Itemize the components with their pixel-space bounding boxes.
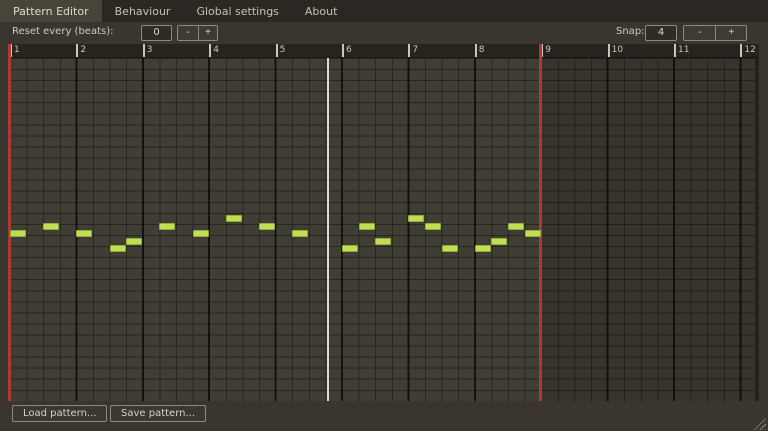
snap-label: Snap:: [616, 26, 645, 37]
inactive-region: [541, 58, 755, 401]
note[interactable]: [375, 237, 392, 245]
ruler-beat-tick: [674, 44, 676, 57]
pattern-start-marker[interactable]: [8, 44, 11, 401]
reset-plus-button[interactable]: +: [198, 26, 217, 40]
note[interactable]: [225, 215, 242, 222]
playhead: [327, 58, 329, 401]
ruler-beat-number: 3: [146, 45, 153, 55]
ruler-beat-number: 5: [279, 45, 286, 55]
snap-stepper: - +: [683, 25, 747, 41]
toolbar: Reset every (beats): 0 - + Snap: 4 - +: [0, 22, 768, 44]
ruler-beat-tick: [275, 44, 278, 57]
note[interactable]: [425, 222, 441, 230]
load-pattern-button[interactable]: Load pattern...: [12, 405, 108, 422]
snap-minus-button[interactable]: -: [684, 26, 716, 40]
tab-about[interactable]: About: [304, 4, 338, 18]
note[interactable]: [292, 230, 309, 237]
ruler-beat-tick: [740, 44, 743, 57]
ruler-beat-tick: [607, 44, 610, 57]
ruler-beat-tick: [541, 44, 544, 57]
tab-bar: Pattern Editor Behaviour Global settings…: [0, 0, 768, 22]
ruler-beat-tick: [342, 44, 344, 57]
note[interactable]: [342, 245, 358, 252]
tab-global-settings[interactable]: Global settings: [196, 4, 279, 18]
note[interactable]: [491, 237, 508, 245]
grid-area[interactable]: [8, 58, 759, 401]
ruler-beat-number: 1: [14, 45, 20, 55]
ruler-beat-number: 10: [611, 45, 624, 55]
snap-value-box[interactable]: 4: [645, 25, 677, 41]
ruler-beat-number: 7: [412, 45, 419, 55]
note[interactable]: [508, 222, 524, 230]
tab-behaviour[interactable]: Behaviour: [114, 4, 171, 18]
ruler-beat-number: 9: [545, 45, 551, 55]
ruler-beat-number: 2: [80, 45, 87, 55]
ruler-beat-tick: [209, 44, 212, 57]
grid-right-edge: [755, 58, 759, 401]
note[interactable]: [441, 245, 458, 252]
editor: 1 2 3 4 5 6 7 8 9 10 11 12: [8, 44, 759, 401]
pattern-end-marker[interactable]: [539, 44, 543, 401]
reset-minus-button[interactable]: -: [178, 26, 198, 40]
resize-grip-icon[interactable]: [752, 416, 766, 430]
ruler-beat-number: 6: [346, 45, 352, 55]
ruler-beat-tick: [10, 44, 12, 57]
note[interactable]: [358, 222, 375, 230]
snap-plus-button[interactable]: +: [715, 26, 746, 40]
tab-pattern-editor[interactable]: Pattern Editor: [0, 0, 102, 22]
save-pattern-button[interactable]: Save pattern...: [110, 405, 207, 422]
note[interactable]: [524, 230, 541, 237]
ruler-beat-tick: [76, 44, 79, 57]
ruler[interactable]: 1 2 3 4 5 6 7 8 9 10 11 12: [8, 44, 759, 58]
reset-value-box[interactable]: 0: [141, 25, 172, 41]
note[interactable]: [259, 222, 275, 230]
ruler-beat-tick: [142, 44, 145, 57]
note[interactable]: [10, 230, 26, 237]
reset-stepper: - +: [177, 25, 218, 41]
note[interactable]: [126, 237, 143, 245]
note[interactable]: [408, 215, 425, 222]
ruler-beat-number: 8: [478, 45, 485, 55]
ruler-beat-number: 12: [744, 45, 756, 55]
ruler-beat-number: 11: [678, 45, 690, 55]
note[interactable]: [76, 230, 93, 237]
ruler-beat-tick: [408, 44, 411, 57]
ruler-beat-tick: [474, 44, 477, 57]
note[interactable]: [109, 245, 126, 252]
note[interactable]: [159, 222, 176, 230]
ruler-beat-number: 4: [213, 45, 219, 55]
reset-every-label: Reset every (beats):: [12, 26, 114, 37]
note[interactable]: [43, 222, 60, 230]
note[interactable]: [474, 245, 491, 252]
note[interactable]: [192, 230, 209, 237]
footer: Load pattern... Save pattern...: [0, 401, 768, 431]
